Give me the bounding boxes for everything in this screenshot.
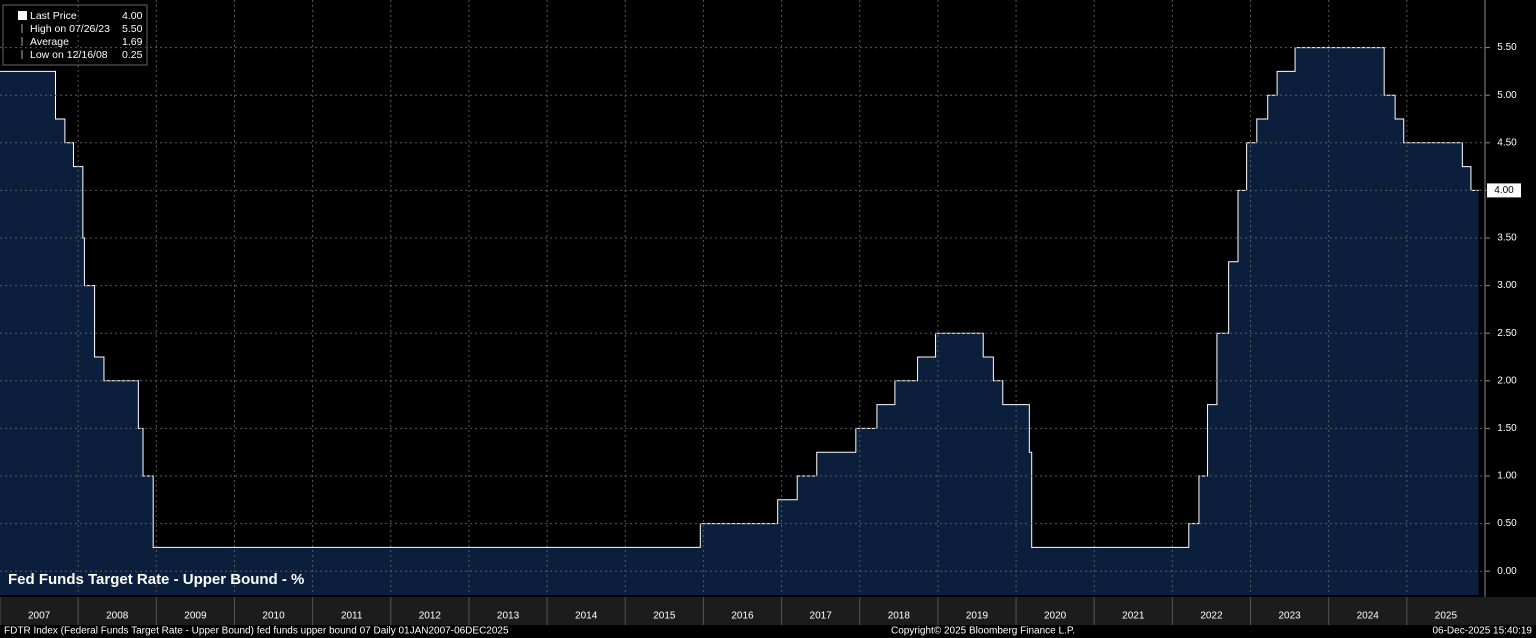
legend-swatch — [18, 11, 27, 20]
step-line — [0, 47, 1480, 548]
area-segment — [84, 285, 96, 595]
y-tick-label: 1.50 — [1497, 423, 1517, 434]
legend-label: Average — [30, 36, 69, 48]
area-segment — [983, 357, 994, 595]
area-segment — [82, 238, 85, 595]
x-tick-label: 2025 — [1435, 611, 1458, 622]
area-segment — [855, 428, 878, 595]
area-segment — [0, 71, 56, 595]
area-segment — [1216, 333, 1230, 595]
last-price-tag — [1487, 183, 1521, 198]
x-tick-label: 2014 — [575, 611, 598, 622]
legend-value: 5.50 — [122, 23, 143, 35]
y-tick-label: 0.00 — [1497, 566, 1517, 577]
area-segment — [1198, 476, 1209, 595]
legend-value: 1.69 — [122, 36, 143, 48]
x-tick-label: 2019 — [966, 611, 989, 622]
area-segment — [894, 380, 919, 595]
x-tick-label: 2022 — [1200, 611, 1223, 622]
x-tick-label: 2009 — [184, 611, 207, 622]
area-segment — [797, 476, 818, 595]
y-tick-label: 4.50 — [1497, 137, 1517, 148]
y-tick-label: 2.50 — [1497, 328, 1517, 339]
footer-right: 06-Dec-2025 15:40:19 — [1432, 626, 1532, 637]
legend-value: 0.25 — [122, 49, 143, 61]
area-segment — [1246, 142, 1258, 596]
area-segment — [993, 380, 1004, 595]
area-segment — [1395, 119, 1405, 595]
area-segment — [138, 428, 144, 595]
y-tick-label: 2.00 — [1497, 375, 1517, 386]
area-segment — [1267, 95, 1278, 595]
footer-center: Copyright© 2025 Bloomberg Finance L.P. — [891, 626, 1075, 637]
area-segment — [1256, 119, 1269, 595]
footer-left: FDTR Index (Federal Funds Target Rate - … — [4, 626, 509, 637]
x-tick-label: 2024 — [1357, 611, 1380, 622]
legend-value: 4.00 — [122, 10, 143, 22]
area-segment — [1384, 95, 1396, 595]
area-segment — [777, 499, 798, 595]
area-segment — [143, 476, 154, 595]
x-tick-label: 2012 — [419, 611, 442, 622]
x-tick-label: 2023 — [1278, 611, 1301, 622]
legend-label: High on 07/26/23 — [30, 23, 110, 35]
area-segment — [1228, 261, 1239, 595]
x-tick-label: 2013 — [497, 611, 520, 622]
area-segment — [1188, 523, 1200, 595]
area-segment — [94, 357, 105, 595]
area-segment — [1207, 404, 1218, 595]
area-segment — [1295, 47, 1385, 596]
y-tick-label: 5.50 — [1497, 42, 1517, 53]
x-tick-label: 2015 — [653, 611, 676, 622]
area-segment — [64, 142, 74, 596]
y-tick-label: 1.00 — [1497, 471, 1517, 482]
x-tick-label: 2008 — [106, 611, 129, 622]
y-tick-label: 5.00 — [1497, 90, 1517, 101]
last-price-label: 4.00 — [1494, 185, 1514, 196]
y-tick-label: 0.50 — [1497, 518, 1517, 529]
area-segment — [935, 333, 984, 595]
area-segment — [1470, 190, 1481, 595]
legend-label: Low on 12/16/08 — [30, 49, 108, 61]
x-tick-label: 2016 — [731, 611, 754, 622]
x-tick-label: 2007 — [28, 611, 51, 622]
y-tick-label: 3.00 — [1497, 280, 1517, 291]
x-tick-label: 2010 — [262, 611, 285, 622]
area-segment — [55, 119, 66, 595]
x-tick-label: 2011 — [341, 611, 363, 622]
chart-title: Fed Funds Target Rate - Upper Bound - % — [8, 571, 304, 588]
x-tick-label: 2018 — [888, 611, 911, 622]
x-tick-label: 2020 — [1044, 611, 1067, 622]
plot — [0, 47, 1481, 596]
area-segment — [700, 523, 779, 595]
area-segment — [103, 380, 139, 595]
legend-label: Last Price — [30, 10, 77, 22]
area-segment — [1238, 190, 1248, 595]
x-tick-label: 2017 — [810, 611, 833, 622]
area-segment — [1403, 142, 1463, 596]
x-axis-band — [0, 597, 1536, 625]
y-tick-label: 3.50 — [1497, 233, 1517, 244]
x-tick-label: 2021 — [1122, 611, 1145, 622]
area-segment — [876, 404, 896, 595]
legend: Last Price 4.00 High on 07/26/23 5.50 Averag… — [2, 4, 148, 66]
